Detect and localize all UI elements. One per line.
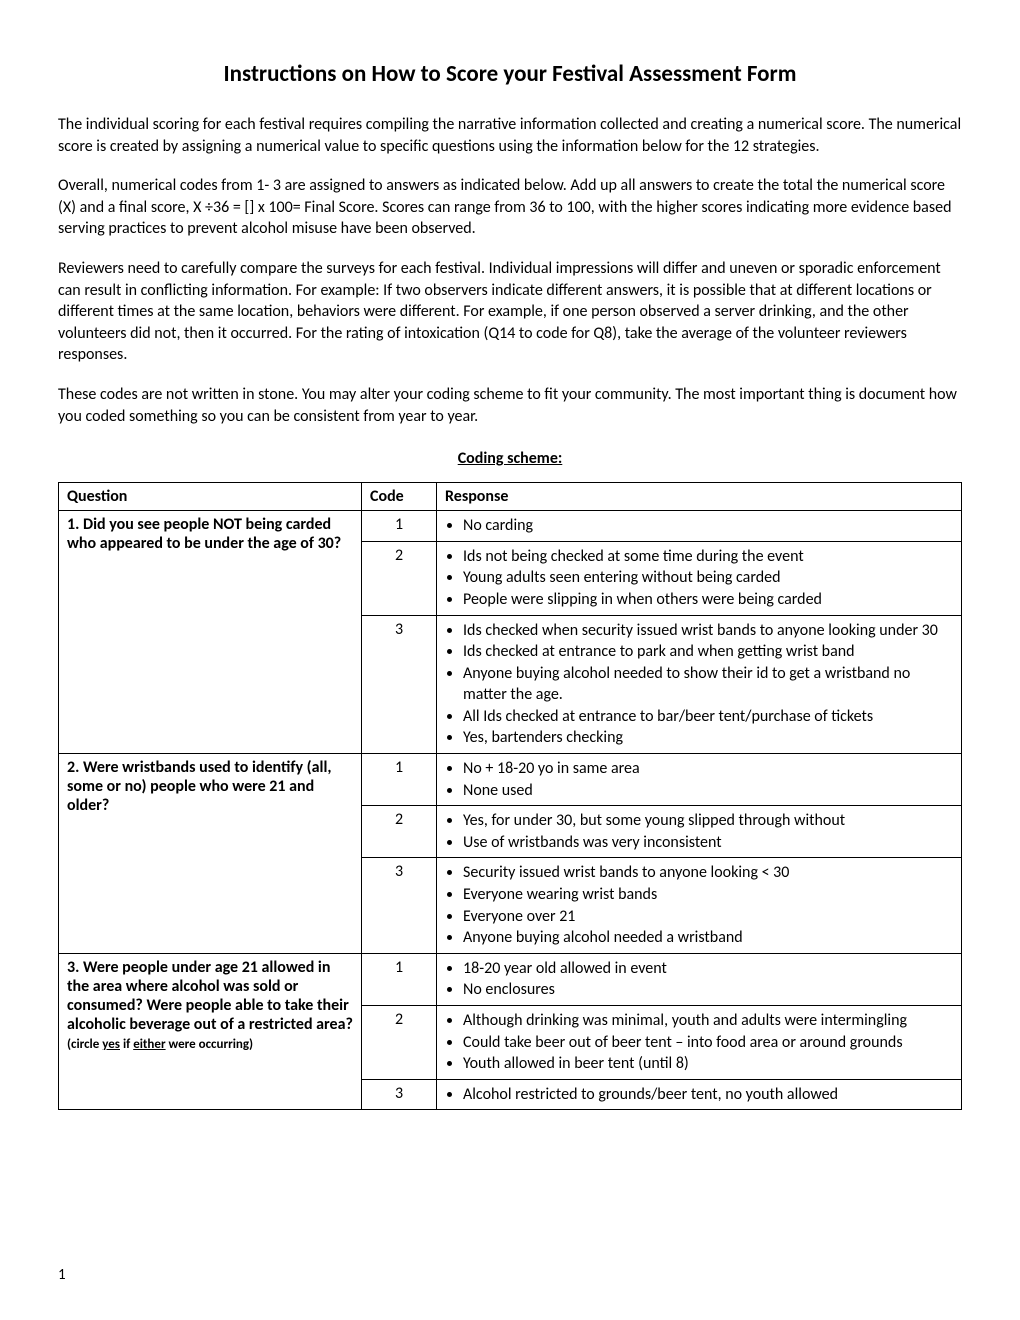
response-item: Security issued wrist bands to anyone lo… [463,862,953,884]
response-item: Anyone buying alcohol needed a wristband [463,927,953,949]
response-list: 18-20 year old allowed in event No enclo… [445,958,953,1001]
sub-mid: if [120,1037,133,1052]
response-item: None used [463,780,953,802]
response-item: People were slipping in when others were… [463,589,953,611]
response-item: No + 18-20 yo in same area [463,758,953,780]
response-list: Alcohol restricted to grounds/beer tent,… [445,1084,953,1106]
question-cell: 1. Did you see people NOT being carded w… [59,511,362,754]
response-item: No carding [463,515,953,537]
response-item: Everyone over 21 [463,906,953,928]
response-item: Young adults seen entering without being… [463,567,953,589]
sub-either: either [133,1037,165,1052]
question-main: 3. Were people under age 21 allowed in t… [67,958,353,1034]
page-title: Instructions on How to Score your Festiv… [58,60,962,88]
response-list: Security issued wrist bands to anyone lo… [445,862,953,948]
coding-table: Question Code Response 1. Did you see pe… [58,482,962,1110]
response-cell: Ids not being checked at some time durin… [437,541,962,615]
response-item: Ids checked when security issued wrist b… [463,620,953,642]
response-cell: Ids checked when security issued wrist b… [437,615,962,754]
response-item: Alcohol restricted to grounds/beer tent,… [463,1084,953,1106]
code-cell: 1 [362,953,437,1005]
response-cell: Although drinking was minimal, youth and… [437,1006,962,1080]
question-subnote: (circle yes if either were occurring) [67,1037,253,1052]
response-cell: Yes, for under 30, but some young slippe… [437,806,962,858]
response-item: Although drinking was minimal, youth and… [463,1010,953,1032]
header-question: Question [59,483,362,511]
response-cell: No + 18-20 yo in same area None used [437,754,962,806]
paragraph-4: These codes are not written in stone. Yo… [58,384,962,427]
response-list: Yes, for under 30, but some young slippe… [445,810,953,853]
table-row: 2. Were wristbands used to identify (all… [59,754,962,806]
sub-yes: yes [102,1037,120,1052]
response-cell: 18-20 year old allowed in event No enclo… [437,953,962,1005]
coding-scheme-heading: Coding scheme: [58,449,962,468]
question-cell: 2. Were wristbands used to identify (all… [59,754,362,954]
response-list: Ids checked when security issued wrist b… [445,620,953,750]
sub-pre: (circle [67,1037,102,1052]
response-item: Ids not being checked at some time durin… [463,546,953,568]
response-cell: No carding [437,511,962,542]
code-cell: 1 [362,754,437,806]
response-item: Yes, bartenders checking [463,727,953,749]
page-number: 1 [58,1266,66,1284]
table-row: 1. Did you see people NOT being carded w… [59,511,962,542]
response-cell: Alcohol restricted to grounds/beer tent,… [437,1079,962,1110]
response-item: No enclosures [463,979,953,1001]
question-cell: 3. Were people under age 21 allowed in t… [59,953,362,1110]
code-cell: 2 [362,1006,437,1080]
code-cell: 3 [362,1079,437,1110]
sub-post: were occurring) [166,1037,254,1052]
response-list: No + 18-20 yo in same area None used [445,758,953,801]
response-item: All Ids checked at entrance to bar/beer … [463,706,953,728]
response-item: Ids checked at entrance to park and when… [463,641,953,663]
paragraph-3: Reviewers need to carefully compare the … [58,258,962,366]
response-item: Yes, for under 30, but some young slippe… [463,810,953,832]
response-list: Ids not being checked at some time durin… [445,546,953,611]
paragraph-1: The individual scoring for each festival… [58,114,962,157]
code-cell: 2 [362,541,437,615]
header-code: Code [362,483,437,511]
response-item: Could take beer out of beer tent – into … [463,1032,953,1054]
table-row: 3. Were people under age 21 allowed in t… [59,953,962,1005]
code-cell: 3 [362,858,437,953]
code-cell: 3 [362,615,437,754]
code-cell: 2 [362,806,437,858]
code-cell: 1 [362,511,437,542]
response-item: Everyone wearing wrist bands [463,884,953,906]
header-response: Response [437,483,962,511]
response-cell: Security issued wrist bands to anyone lo… [437,858,962,953]
response-list: No carding [445,515,953,537]
response-item: Use of wristbands was very inconsistent [463,832,953,854]
response-item: Anyone buying alcohol needed to show the… [463,663,953,706]
response-list: Although drinking was minimal, youth and… [445,1010,953,1075]
page: Instructions on How to Score your Festiv… [0,0,1020,1320]
response-item: 18-20 year old allowed in event [463,958,953,980]
paragraph-2: Overall, numerical codes from 1- 3 are a… [58,175,962,240]
response-item: Youth allowed in beer tent (until 8) [463,1053,953,1075]
table-header-row: Question Code Response [59,483,962,511]
